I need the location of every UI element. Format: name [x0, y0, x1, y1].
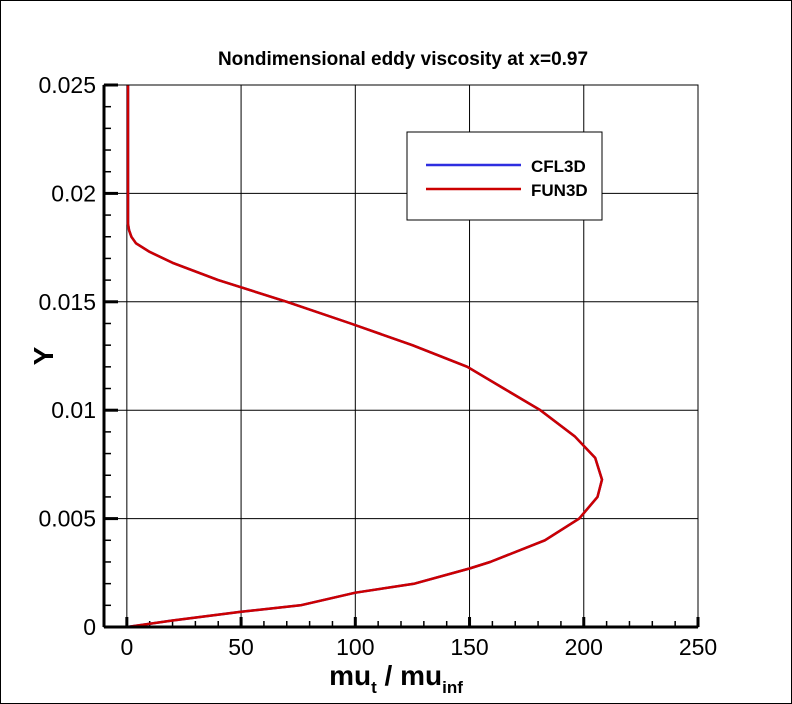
y-tick-label: 0.025: [38, 72, 96, 98]
legend: CFL3D FUN3D: [406, 131, 603, 221]
y-tick-label: 0.02: [51, 180, 96, 206]
chart-title: Nondimensional eddy viscosity at x=0.97: [218, 49, 588, 70]
x-tick-label: 250: [679, 634, 717, 660]
legend-label-cfl3d: CFL3D: [531, 157, 586, 176]
x-axis-label: mut / muinf: [329, 660, 463, 697]
legend-box: [406, 131, 603, 221]
x-tick-label: 200: [565, 634, 603, 660]
legend-label-fun3d: FUN3D: [531, 181, 588, 200]
y-tick-label: 0: [83, 614, 96, 640]
x-tick-label: 0: [120, 634, 133, 660]
y-tick-label: 0.005: [38, 506, 96, 532]
plot-border: [103, 84, 699, 628]
x-tick-label: 50: [228, 634, 254, 660]
y-tick-label: 0.015: [38, 289, 96, 315]
x-tick-label: 100: [336, 634, 374, 660]
series-line-fun3d: [126, 85, 604, 629]
y-tick-label: 0.01: [51, 397, 96, 423]
y-axis-label: Y: [28, 346, 59, 365]
x-tick-label: 150: [450, 634, 488, 660]
